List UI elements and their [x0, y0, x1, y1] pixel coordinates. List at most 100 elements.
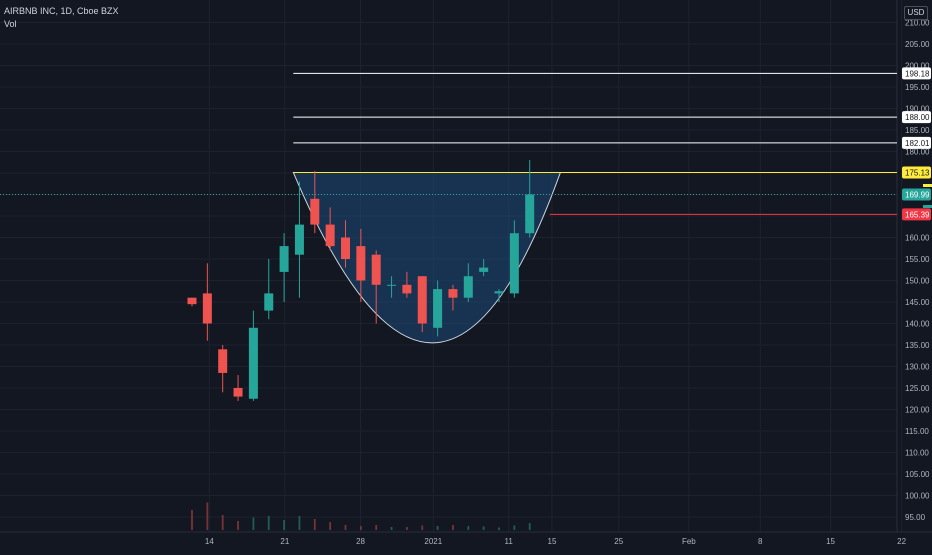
candle [463, 263, 473, 302]
candle-body [448, 289, 458, 298]
volume-bar [237, 521, 239, 530]
price-level-label: 165.39 [905, 210, 930, 219]
candle [448, 284, 458, 311]
last-price-label: 169.99 [905, 191, 930, 200]
y-tick-label: 135.00 [905, 341, 930, 350]
candle-body [433, 289, 443, 328]
y-tick-label: 130.00 [905, 363, 930, 372]
candle [525, 160, 535, 238]
candle-body [341, 237, 350, 259]
candle [479, 259, 489, 277]
x-tick-label: Feb [682, 537, 696, 546]
candle [371, 250, 381, 324]
x-tick-label: 25 [614, 537, 623, 546]
x-tick-label: 8 [758, 537, 763, 546]
volume-bar [283, 520, 285, 530]
x-tick-label: 15 [826, 537, 835, 546]
price-level-label: 175.13 [905, 168, 930, 177]
symbol-title[interactable]: AIRBNB INC, 1D, Cboe BZX [4, 6, 119, 16]
y-tick-label: 195.00 [905, 83, 930, 92]
x-tick-label: 22 [897, 537, 906, 546]
last-price-tag [902, 188, 931, 201]
x-tick-label: 21 [280, 537, 289, 546]
candle-body [356, 246, 366, 281]
candle [494, 289, 504, 302]
price-flag-icon [923, 205, 932, 208]
volume-bar [406, 527, 408, 530]
y-tick-label: 110.00 [905, 449, 929, 458]
price-level-tag [902, 208, 931, 221]
candle-body [294, 224, 304, 255]
y-tick-label: 190.00 [905, 105, 930, 114]
candle-body [509, 233, 519, 294]
volume-bar [436, 526, 439, 530]
volume-bar [344, 525, 347, 530]
candle [433, 280, 443, 337]
candle [325, 207, 335, 251]
volume-bar [359, 526, 362, 530]
candle [218, 345, 228, 393]
y-tick-label: 95.00 [905, 513, 926, 522]
y-tick-label: 100.00 [905, 492, 930, 501]
y-tick-label: 150.00 [905, 277, 930, 286]
volume-bar [528, 523, 531, 530]
candle-body [325, 224, 335, 247]
candle [202, 263, 212, 341]
volume-bar [191, 510, 193, 530]
candle-body [494, 291, 504, 294]
candle [279, 233, 289, 302]
y-tick-label: 115.00 [905, 427, 929, 436]
cup-pattern-shape [292, 171, 562, 344]
x-tick-label: 11 [505, 537, 514, 546]
volume-bar [252, 517, 255, 530]
y-tick-label: 205.00 [905, 40, 930, 49]
candle-body [187, 297, 197, 305]
candle [187, 297, 197, 307]
price-level-tag [902, 111, 931, 124]
volume-bar [467, 526, 470, 530]
volume-bar [452, 525, 454, 530]
y-tick-label: 120.00 [905, 406, 930, 415]
candle-body [525, 194, 535, 234]
y-tick-label: 105.00 [905, 470, 930, 479]
candle-body [479, 267, 489, 272]
volume-bar [298, 516, 301, 530]
volume-bar [513, 525, 516, 530]
price-level-tag [902, 136, 931, 149]
candle-body [233, 388, 243, 397]
currency-button[interactable]: USD [904, 6, 928, 20]
volume-bar [313, 519, 316, 530]
y-tick-label: 200.00 [905, 62, 930, 71]
volume-bar [267, 516, 270, 530]
y-tick-label: 140.00 [905, 320, 930, 329]
candle-body [264, 293, 274, 311]
volume-bar [498, 527, 500, 530]
candle [264, 259, 274, 320]
candle-body [218, 349, 228, 373]
candle [248, 310, 258, 401]
candle [233, 375, 243, 401]
price-level-label: 182.01 [905, 139, 930, 148]
volume-bar [482, 526, 485, 530]
volume-bar [206, 502, 209, 530]
candle-body [310, 198, 320, 225]
x-tick-label: 15 [548, 537, 557, 546]
price-level-label: 198.18 [905, 69, 930, 78]
price-flag-icon [923, 184, 932, 187]
candle [402, 271, 412, 298]
candle-body [371, 254, 381, 285]
y-tick-label: 125.00 [905, 384, 930, 393]
volume-indicator-label[interactable]: Vol [4, 19, 17, 29]
candle [341, 220, 350, 268]
volume-bar [390, 527, 393, 530]
candle-body [402, 284, 412, 294]
x-tick-label: 28 [356, 537, 365, 546]
price-level-label: 188.00 [905, 113, 930, 122]
x-tick-label: 2021 [424, 537, 442, 546]
y-tick-label: 180.00 [905, 148, 930, 157]
price-level-tag [902, 166, 931, 179]
volume-bar [375, 525, 378, 530]
candle [356, 228, 366, 302]
